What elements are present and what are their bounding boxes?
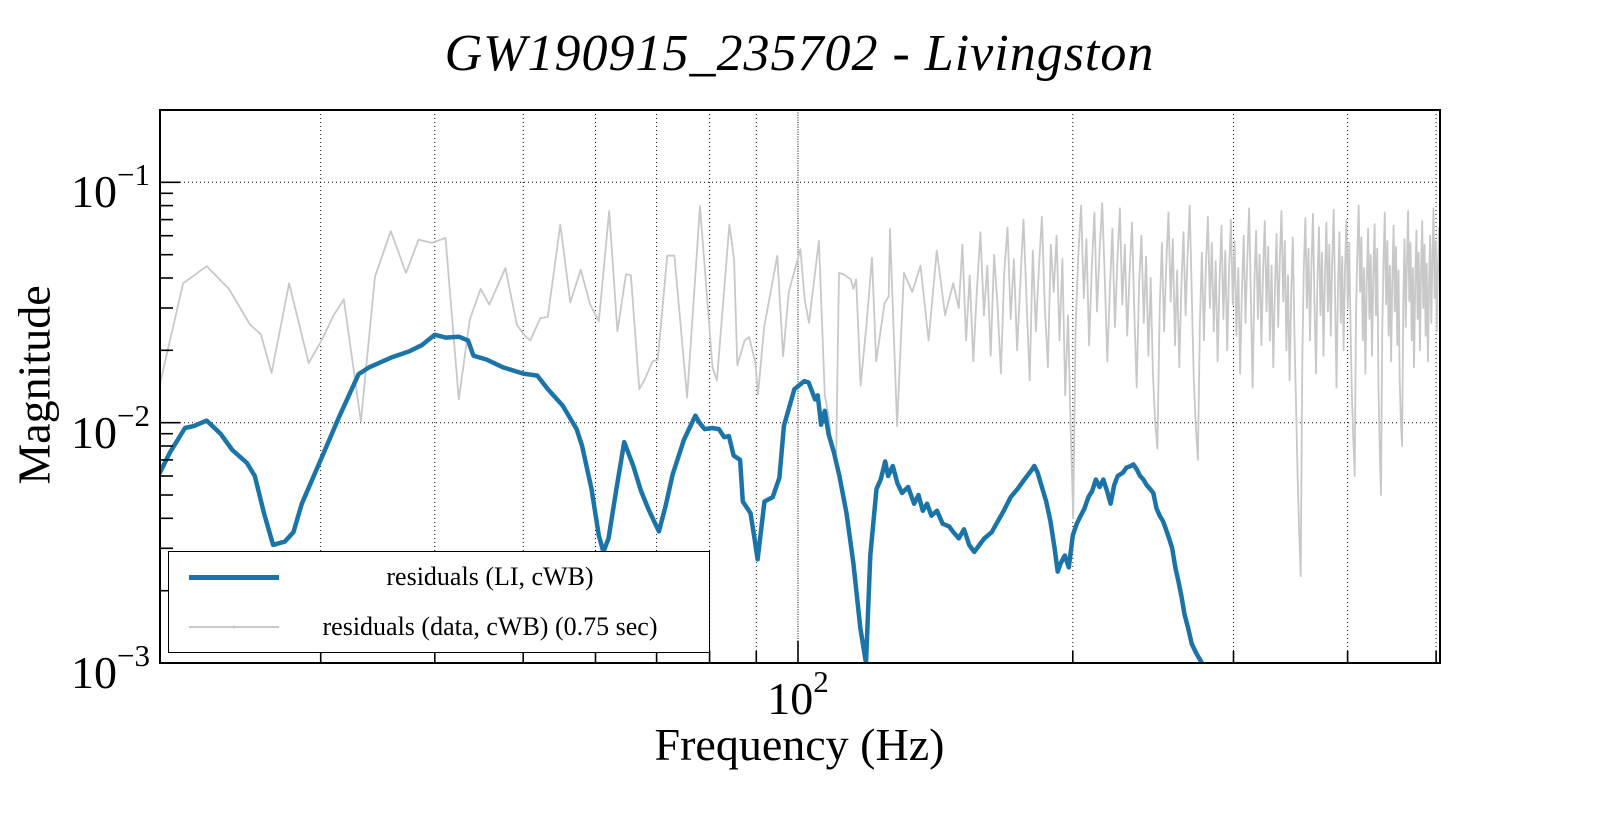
y-tick-exponent: −2 (117, 398, 150, 433)
legend-marker-dot (232, 625, 236, 629)
series-0 (160, 332, 1205, 663)
legend-entry-data: residuals (data, cWB) (0.75 sec) (169, 602, 709, 652)
x-tick-exponent: 2 (813, 664, 829, 699)
y-tick-base: 10 (71, 407, 118, 458)
legend-line-sample-data (189, 625, 279, 629)
series-lines (160, 202, 1440, 663)
legend-line-sample-li (189, 574, 279, 580)
plot-frame (159, 109, 1441, 664)
legend-marker-dot (232, 575, 236, 579)
y-tick-label-1e-3: 10−3 (0, 640, 150, 696)
legend-entry-li: residuals (LI, cWB) (169, 552, 709, 602)
x-axis-label: Frequency (Hz) (654, 719, 945, 770)
y-tick-exponent: −1 (117, 157, 150, 192)
legend-label: residuals (LI, cWB) (386, 562, 594, 591)
legend: residuals (LI, cWB) residuals (data, cWB… (168, 551, 710, 653)
chart-title: GW190915_235702 - Livingston (444, 25, 1155, 82)
x-tick-label-1e2: 102 (698, 666, 898, 722)
axis-ticks (160, 181, 1437, 663)
y-tick-label-1e-2: 10−2 (0, 400, 150, 456)
legend-label: residuals (data, cWB) (0.75 sec) (322, 612, 658, 641)
x-tick-base: 10 (767, 673, 814, 724)
gridlines (160, 110, 1440, 663)
y-tick-base: 10 (71, 647, 118, 698)
y-tick-base: 10 (71, 166, 118, 217)
y-tick-exponent: −3 (117, 638, 150, 673)
y-tick-label-1e-1: 10−1 (0, 159, 150, 215)
series-1 (160, 202, 1440, 577)
